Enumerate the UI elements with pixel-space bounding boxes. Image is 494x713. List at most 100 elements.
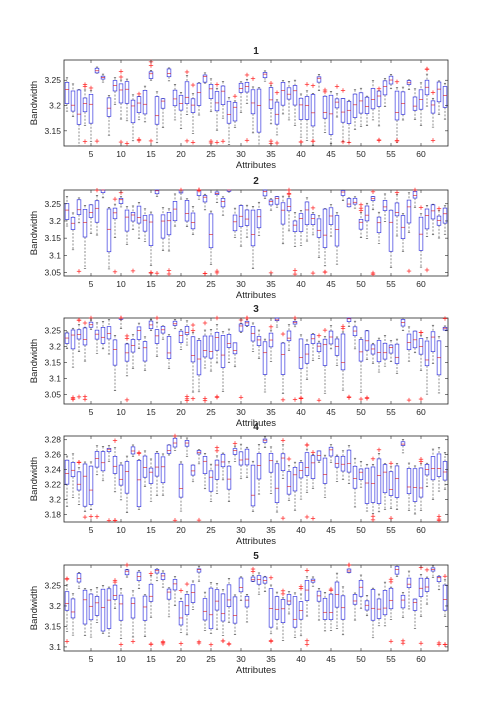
boxplot-53 (376, 447, 382, 513)
box-iqr (412, 330, 418, 349)
boxplot-43 (316, 74, 322, 91)
x-tick-label: 20 (176, 149, 186, 159)
boxplot-64 (442, 316, 448, 331)
boxplot-2 (70, 453, 76, 498)
boxplot-52 (370, 456, 376, 523)
outlier-point (244, 138, 250, 143)
box-iqr (64, 203, 70, 220)
boxplot-47 (340, 324, 346, 391)
outlier-point (430, 138, 436, 143)
boxplot-57 (400, 439, 406, 454)
outlier-point (292, 315, 298, 321)
box-iqr (244, 595, 250, 608)
boxplot-10 (118, 315, 124, 329)
boxplot-28 (226, 461, 232, 502)
outlier-point (268, 80, 274, 86)
outlier-point (412, 187, 418, 193)
outlier-point (112, 438, 118, 443)
x-tick-label: 55 (386, 525, 396, 535)
box-iqr (100, 327, 106, 344)
box-iqr (346, 449, 352, 473)
outlier-point (130, 268, 136, 274)
boxplot-55 (388, 74, 394, 90)
boxplot-13 (136, 450, 142, 510)
outlier-point (160, 640, 166, 645)
box-iqr (322, 208, 328, 248)
boxplot-40 (298, 210, 304, 246)
x-tick-label: 30 (236, 654, 246, 664)
box-iqr (232, 102, 238, 122)
outlier-point (148, 63, 154, 68)
box-iqr (352, 197, 358, 205)
box-iqr (148, 214, 154, 246)
boxplot-35 (268, 80, 274, 146)
boxplot-35 (268, 575, 274, 644)
box-iqr (424, 340, 430, 367)
box-iqr (226, 584, 232, 607)
box-iqr (436, 81, 442, 103)
boxplot-52 (370, 189, 376, 277)
box-iqr (166, 68, 172, 78)
y-tick-label: 3.18 (44, 510, 61, 520)
box-iqr (172, 579, 178, 591)
boxplot-50 (358, 87, 364, 127)
outlier-point (286, 187, 292, 193)
box-iqr (232, 596, 238, 624)
outlier-point (88, 514, 94, 519)
x-tick-label: 20 (176, 525, 186, 535)
box-iqr (406, 199, 412, 224)
outlier-point (388, 461, 394, 466)
outlier-point (82, 320, 88, 326)
boxplot-34 (262, 436, 268, 448)
x-tick-label: 15 (146, 149, 156, 159)
box-iqr (172, 437, 178, 448)
boxplot-38 (286, 324, 292, 351)
boxplot-12 (130, 94, 136, 142)
boxplot-40 (298, 334, 304, 401)
box-iqr (130, 339, 136, 353)
boxplot-41 (304, 568, 310, 647)
box-iqr (154, 452, 160, 477)
boxplot-1 (64, 77, 70, 112)
boxplot-50 (358, 460, 364, 488)
boxplot-8 (106, 445, 112, 523)
boxplot-34 (262, 575, 268, 592)
boxplot-33 (256, 329, 262, 359)
outlier-point (340, 139, 346, 145)
boxplot-16 (154, 450, 160, 496)
box-iqr (298, 97, 304, 120)
boxplot-19 (172, 318, 178, 330)
outlier-point (178, 588, 184, 593)
boxplot-55 (388, 461, 394, 521)
boxplot-55 (388, 209, 394, 268)
boxplot-64 (442, 205, 448, 235)
outlier-point (94, 514, 100, 519)
box-iqr (412, 191, 418, 199)
box-iqr (286, 198, 292, 212)
boxplot-61 (424, 337, 430, 395)
box-iqr (166, 444, 172, 454)
boxplot-21 (184, 320, 190, 403)
box-iqr (316, 218, 322, 238)
outlier-point (214, 315, 220, 321)
outlier-point (292, 271, 298, 277)
boxplot-7 (100, 189, 106, 199)
outlier-point (388, 639, 394, 644)
box-iqr (196, 82, 202, 106)
box-iqr (340, 333, 346, 371)
outlier-point (340, 324, 346, 329)
outlier-point (274, 90, 280, 95)
boxplot-18 (166, 444, 172, 456)
boxplot-53 (376, 593, 382, 627)
outlier-point (292, 397, 298, 402)
box-iqr (310, 455, 316, 479)
boxplot-63 (436, 206, 442, 239)
box-iqr (172, 89, 178, 107)
outlier-point (436, 514, 442, 519)
box-iqr (280, 453, 286, 471)
boxplot-32 (250, 76, 256, 134)
box-iqr (106, 447, 112, 452)
x-tick-label: 30 (236, 407, 246, 417)
outlier-point (310, 516, 316, 521)
boxplot-49 (352, 89, 358, 130)
